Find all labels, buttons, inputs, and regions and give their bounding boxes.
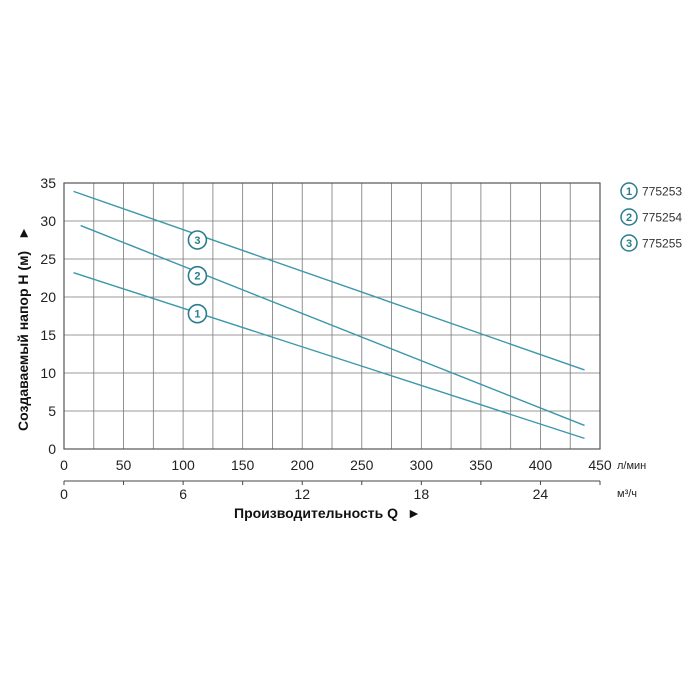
y-axis-arrow: ►	[15, 226, 31, 240]
series-marker-label: 3	[194, 235, 200, 247]
x-tick-label: 400	[529, 457, 553, 473]
x-tick-labels: 0 50 100 150 200 250 300 350 400 450	[60, 457, 612, 473]
x-tick-label: 0	[60, 457, 68, 473]
legend-marker	[620, 208, 638, 226]
legend-marker-label: 3	[626, 238, 632, 250]
x2-tick-label: 24	[533, 486, 549, 502]
legend-marker	[620, 182, 638, 200]
x-tick-label: 350	[469, 457, 493, 473]
x2-tick-label: 18	[414, 486, 430, 502]
legend-entry-label: 775254	[642, 211, 682, 225]
legend-entry-label: 775255	[642, 237, 682, 251]
x-tick-label: 200	[291, 457, 315, 473]
y-tick-label: 5	[48, 403, 56, 419]
y-tick-labels: 0 5 10 15 20 25 30 35	[40, 175, 56, 457]
x-tick-label: 250	[350, 457, 374, 473]
y-tick-label: 30	[40, 213, 56, 229]
series-line-1	[73, 272, 585, 440]
x-axis-arrow: ►	[407, 505, 421, 521]
legend-marker-label: 2	[626, 212, 632, 224]
series-lines: 1 2 3	[73, 190, 585, 440]
y-axis-title: Создаваемый напор H (м)	[15, 251, 31, 431]
grid	[63, 182, 601, 450]
y-tick-label: 10	[40, 365, 56, 381]
legend-marker	[620, 234, 638, 252]
x2-tick-label: 0	[60, 486, 68, 502]
y-tick-label: 25	[40, 251, 56, 267]
x-tick-label: 100	[171, 457, 195, 473]
legend-entry-label: 775253	[642, 185, 682, 199]
x-unit-label: л/мин	[617, 460, 646, 472]
y-tick-label: 20	[40, 289, 56, 305]
x2-tick-label: 6	[179, 486, 187, 502]
x-tick-label: 150	[231, 457, 255, 473]
x2-unit-label: м³/ч	[617, 488, 637, 500]
legend-marker-label: 1	[626, 186, 632, 198]
legend: 1 775253 2 775254 3 775255	[620, 182, 682, 252]
y-tick-label: 35	[40, 175, 56, 191]
y-tick-label: 15	[40, 327, 56, 343]
x-tick-label: 300	[410, 457, 434, 473]
series-marker-1	[187, 303, 208, 324]
x-tick-label: 450	[588, 457, 612, 473]
x-tick-label: 50	[116, 457, 132, 473]
x2-tick-label: 12	[294, 486, 310, 502]
series-marker-3	[187, 230, 208, 250]
series-marker-2	[187, 265, 208, 286]
x-axis-title: Производительность Q	[234, 505, 398, 521]
plot-frame	[63, 182, 601, 450]
y-tick-label: 0	[48, 441, 56, 457]
series-line-3	[73, 190, 585, 371]
secondary-x-axis: 0 6 12 18 24	[60, 480, 601, 502]
series-line-2	[80, 224, 585, 427]
series-marker-label: 2	[194, 271, 200, 283]
series-marker-label: 1	[194, 309, 200, 321]
